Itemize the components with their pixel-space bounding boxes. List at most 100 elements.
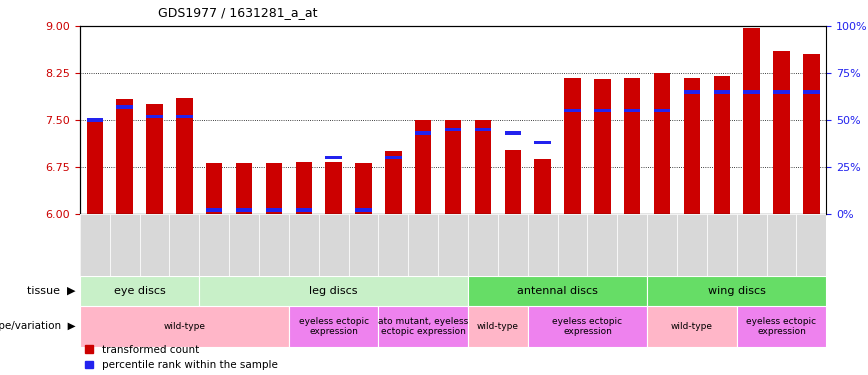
Bar: [319, 214, 349, 276]
Bar: [169, 214, 200, 276]
Bar: [803, 90, 819, 94]
Bar: [289, 306, 378, 347]
Bar: [557, 214, 588, 276]
Text: antennal discs: antennal discs: [517, 286, 598, 296]
Bar: [624, 78, 641, 214]
Bar: [654, 73, 670, 214]
Bar: [624, 109, 641, 112]
Bar: [766, 214, 797, 276]
Bar: [737, 306, 826, 347]
Bar: [385, 156, 402, 159]
Bar: [176, 98, 193, 214]
Bar: [713, 76, 730, 214]
Text: eyeless ectopic
expression: eyeless ectopic expression: [746, 316, 817, 336]
Bar: [415, 131, 431, 135]
Bar: [797, 214, 826, 276]
Bar: [713, 90, 730, 94]
Bar: [475, 128, 491, 131]
Bar: [116, 105, 133, 109]
Text: wing discs: wing discs: [707, 286, 766, 296]
Text: wild-type: wild-type: [671, 322, 713, 331]
Bar: [355, 208, 372, 212]
Bar: [266, 208, 282, 212]
Bar: [229, 214, 259, 276]
Bar: [87, 118, 103, 122]
Bar: [528, 214, 557, 276]
Bar: [744, 90, 760, 94]
Text: genotype/variation  ▶: genotype/variation ▶: [0, 321, 76, 331]
Bar: [349, 214, 378, 276]
Bar: [468, 306, 528, 347]
Bar: [378, 306, 468, 347]
Bar: [206, 208, 222, 212]
Bar: [498, 214, 528, 276]
Bar: [648, 306, 737, 347]
Bar: [528, 306, 648, 347]
Bar: [588, 214, 617, 276]
Bar: [378, 214, 408, 276]
Text: eye discs: eye discs: [114, 286, 166, 296]
Bar: [773, 90, 790, 94]
Bar: [289, 214, 319, 276]
Bar: [707, 214, 737, 276]
Text: ato mutant, eyeless
ectopic expression: ato mutant, eyeless ectopic expression: [378, 316, 469, 336]
Text: leg discs: leg discs: [309, 286, 358, 296]
Bar: [87, 121, 103, 214]
Bar: [438, 214, 468, 276]
Legend: transformed count, percentile rank within the sample: transformed count, percentile rank withi…: [85, 345, 278, 370]
Bar: [648, 214, 677, 276]
Bar: [595, 80, 610, 214]
Text: tissue  ▶: tissue ▶: [27, 286, 76, 296]
Bar: [296, 208, 312, 212]
Bar: [385, 151, 402, 214]
Text: wild-type: wild-type: [163, 322, 206, 331]
Bar: [140, 214, 169, 276]
Bar: [236, 163, 253, 214]
Bar: [737, 214, 766, 276]
Bar: [468, 276, 648, 306]
Bar: [206, 163, 222, 214]
Bar: [266, 163, 282, 214]
Text: eyeless ectopic
expression: eyeless ectopic expression: [552, 316, 622, 336]
Bar: [408, 214, 438, 276]
Bar: [475, 120, 491, 214]
Bar: [236, 208, 253, 212]
Text: wild-type: wild-type: [477, 322, 519, 331]
Bar: [773, 51, 790, 214]
Bar: [803, 54, 819, 214]
Bar: [677, 214, 707, 276]
Bar: [654, 109, 670, 112]
Bar: [415, 120, 431, 214]
Bar: [684, 78, 700, 214]
Bar: [296, 162, 312, 214]
Text: GDS1977 / 1631281_a_at: GDS1977 / 1631281_a_at: [158, 6, 318, 19]
Bar: [109, 214, 140, 276]
Bar: [200, 214, 229, 276]
Text: eyeless ectopic
expression: eyeless ectopic expression: [299, 316, 369, 336]
Bar: [200, 276, 468, 306]
Bar: [564, 78, 581, 214]
Bar: [80, 276, 200, 306]
Bar: [80, 306, 289, 347]
Bar: [617, 214, 648, 276]
Bar: [326, 156, 342, 159]
Bar: [355, 163, 372, 214]
Bar: [147, 114, 162, 118]
Bar: [147, 104, 162, 214]
Bar: [445, 128, 461, 131]
Bar: [116, 99, 133, 214]
Bar: [535, 159, 551, 214]
Bar: [564, 109, 581, 112]
Bar: [504, 150, 521, 214]
Bar: [259, 214, 289, 276]
Bar: [648, 276, 826, 306]
Bar: [744, 28, 760, 214]
Bar: [176, 114, 193, 118]
Bar: [468, 214, 498, 276]
Bar: [535, 141, 551, 144]
Bar: [684, 90, 700, 94]
Bar: [326, 162, 342, 214]
Bar: [445, 120, 461, 214]
Bar: [504, 131, 521, 135]
Bar: [595, 109, 610, 112]
